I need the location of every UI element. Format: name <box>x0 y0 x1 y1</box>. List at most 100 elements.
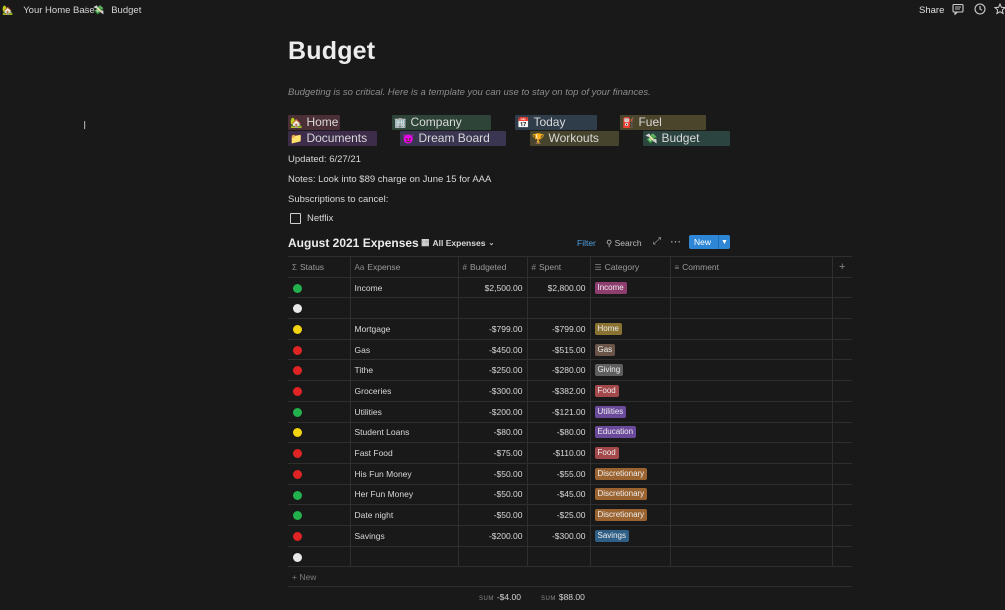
comment-cell[interactable] <box>670 546 833 568</box>
notes-text[interactable]: Notes: Look into $89 charge on June 15 f… <box>288 174 492 185</box>
status-cell[interactable] <box>288 297 351 320</box>
category-cell[interactable] <box>590 546 671 568</box>
table-row[interactable]: Her Fun Money -$50.00 -$45.00 Discretionary <box>288 484 852 506</box>
table-row[interactable] <box>288 546 852 568</box>
budgeted-cell[interactable] <box>458 546 528 568</box>
table-row[interactable]: His Fun Money -$50.00 -$55.00 Discretionary <box>288 463 852 485</box>
nav-link-workouts[interactable]: 🏆 Workouts <box>530 131 619 146</box>
category-cell[interactable]: Discretionary <box>590 484 671 506</box>
column-header-expense[interactable]: Aa Expense <box>350 256 459 278</box>
expense-cell[interactable]: His Fun Money <box>350 463 459 485</box>
status-cell[interactable] <box>288 484 351 506</box>
expense-cell[interactable]: Income <box>350 277 459 299</box>
expense-cell[interactable]: Student Loans <box>350 422 459 444</box>
sum-budgeted[interactable]: SUM -$4.00 <box>479 592 521 602</box>
status-cell[interactable] <box>288 442 351 464</box>
spent-cell[interactable]: -$382.00 <box>527 380 591 402</box>
status-cell[interactable] <box>288 546 351 568</box>
comment-cell[interactable] <box>670 422 833 444</box>
expense-cell[interactable] <box>350 546 459 568</box>
expense-cell[interactable]: Savings <box>350 525 459 547</box>
comment-cell[interactable] <box>670 442 833 464</box>
status-cell[interactable] <box>288 339 351 361</box>
nav-link-budget[interactable]: 💸 Budget <box>643 131 730 146</box>
table-row[interactable]: Groceries -$300.00 -$382.00 Food <box>288 380 852 402</box>
table-row[interactable]: Savings -$200.00 -$300.00 Savings <box>288 525 852 547</box>
budgeted-cell[interactable]: -$75.00 <box>458 442 528 464</box>
category-cell[interactable]: Education <box>590 422 671 444</box>
page-description[interactable]: Budgeting is so critical. Here is a temp… <box>288 87 651 98</box>
spent-cell[interactable]: -$280.00 <box>527 359 591 382</box>
expense-cell[interactable] <box>350 297 459 320</box>
todo-label[interactable]: Netflix <box>307 213 334 224</box>
spent-cell[interactable]: -$300.00 <box>527 525 591 547</box>
spent-cell[interactable]: -$45.00 <box>527 484 591 506</box>
comment-cell[interactable] <box>670 504 833 526</box>
todo-checkbox[interactable] <box>290 213 301 224</box>
expense-cell[interactable]: Gas <box>350 339 459 361</box>
comment-cell[interactable] <box>670 380 833 402</box>
budgeted-cell[interactable]: -$80.00 <box>458 422 528 444</box>
table-row[interactable]: Utilities -$200.00 -$121.00 Utilities <box>288 401 852 423</box>
status-cell[interactable] <box>288 318 351 340</box>
category-cell[interactable]: Food <box>590 380 671 402</box>
budgeted-cell[interactable]: -$50.00 <box>458 504 528 526</box>
table-row[interactable]: Date night -$50.00 -$25.00 Discretionary <box>288 504 852 526</box>
new-record-button[interactable]: New ▼ <box>689 235 730 249</box>
spent-cell[interactable] <box>527 546 591 568</box>
nav-link-home[interactable]: 🏡 Home <box>288 115 340 130</box>
category-cell[interactable]: Food <box>590 442 671 464</box>
expense-cell[interactable]: Date night <box>350 504 459 526</box>
status-cell[interactable] <box>288 463 351 485</box>
page-title[interactable]: Budget <box>288 37 376 65</box>
sum-spent[interactable]: SUM $88.00 <box>541 592 585 602</box>
comment-cell[interactable] <box>670 297 833 320</box>
category-cell[interactable]: Income <box>590 277 671 299</box>
spent-cell[interactable]: -$110.00 <box>527 442 591 464</box>
expense-cell[interactable]: Tithe <box>350 359 459 382</box>
expand-icon[interactable]: ⤢ <box>653 236 661 247</box>
column-header-spent[interactable]: # Spent <box>527 256 591 278</box>
status-cell[interactable] <box>288 380 351 402</box>
spent-cell[interactable]: -$121.00 <box>527 401 591 423</box>
status-cell[interactable] <box>288 359 351 382</box>
category-cell[interactable]: Discretionary <box>590 463 671 485</box>
comment-cell[interactable] <box>670 463 833 485</box>
category-cell[interactable]: Home <box>590 318 671 340</box>
expense-cell[interactable]: Fast Food <box>350 442 459 464</box>
comment-cell[interactable] <box>670 484 833 506</box>
spent-cell[interactable]: -$799.00 <box>527 318 591 340</box>
nav-link-dream-board[interactable]: 😈 Dream Board <box>400 131 506 146</box>
nav-link-documents[interactable]: 📁 Documents <box>288 131 377 146</box>
expense-cell[interactable]: Her Fun Money <box>350 484 459 506</box>
status-cell[interactable] <box>288 504 351 526</box>
spent-cell[interactable]: -$80.00 <box>527 422 591 444</box>
table-row[interactable]: Income $2,500.00 $2,800.00 Income <box>288 277 852 299</box>
spent-cell[interactable] <box>527 297 591 320</box>
column-header-comment[interactable]: ≡ Comment <box>670 256 833 278</box>
new-button-label[interactable]: New <box>689 235 719 249</box>
comment-cell[interactable] <box>670 525 833 547</box>
table-row[interactable] <box>288 297 852 320</box>
status-cell[interactable] <box>288 422 351 444</box>
status-cell[interactable] <box>288 401 351 423</box>
expense-cell[interactable]: Mortgage <box>350 318 459 340</box>
view-selector[interactable]: ▦ All Expenses ⌄ <box>421 237 494 248</box>
budgeted-cell[interactable] <box>458 297 528 320</box>
chevron-down-icon[interactable]: ▼ <box>721 238 728 246</box>
comment-cell[interactable] <box>670 339 833 361</box>
nav-link-today[interactable]: 📅 Today <box>515 115 597 130</box>
table-row[interactable]: Gas -$450.00 -$515.00 Gas <box>288 339 852 361</box>
budgeted-cell[interactable]: -$50.00 <box>458 484 528 506</box>
budgeted-cell[interactable]: -$50.00 <box>458 463 528 485</box>
spent-cell[interactable]: $2,800.00 <box>527 277 591 299</box>
category-cell[interactable] <box>590 297 671 320</box>
category-cell[interactable]: Utilities <box>590 401 671 423</box>
table-row[interactable]: Student Loans -$80.00 -$80.00 Education <box>288 422 852 444</box>
spent-cell[interactable]: -$55.00 <box>527 463 591 485</box>
column-header-budgeted[interactable]: # Budgeted <box>458 256 528 278</box>
nav-link-company[interactable]: 🏢 Company <box>392 115 491 130</box>
filter-button[interactable]: Filter <box>577 238 596 248</box>
comment-icon[interactable] <box>951 3 965 17</box>
table-row[interactable]: Tithe -$250.00 -$280.00 Giving <box>288 359 852 382</box>
